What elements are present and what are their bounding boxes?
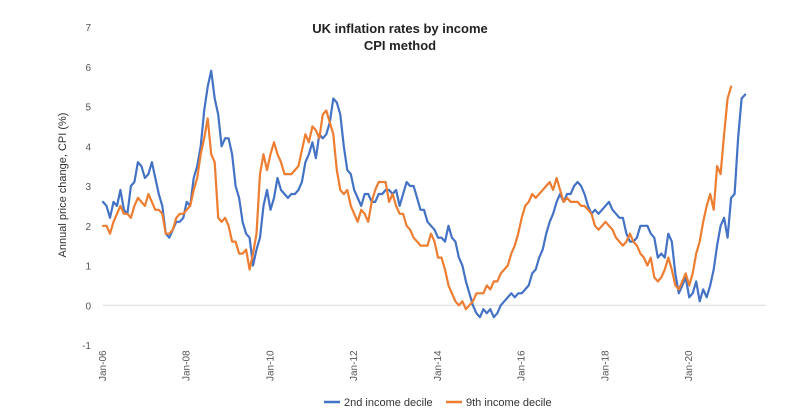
y-axis-ticks: -1 0 1 2 3 4 5 6 7 [82,23,91,352]
x-axis-ticks: Jan-06 Jan-08 Jan-10 Jan-12 Jan-14 Jan-16 Jan-… [98,350,695,381]
y-axis-label: Annual price change, CPI (%) [57,113,69,258]
x-tick-label: Jan-06 [98,350,109,381]
chart-title: UK inflation rates by income [312,21,488,36]
y-tick-label: 5 [85,103,91,114]
chart-subtitle: CPI method [364,38,436,53]
y-tick-label: -1 [82,341,91,352]
x-tick-label: Jan-08 [182,350,193,381]
x-tick-label: Jan-14 [433,350,444,381]
series-line-2 [101,85,733,311]
legend-label-1: 2nd income decile [344,397,433,409]
x-tick-label: Jan-10 [265,350,276,381]
y-tick-label: 4 [85,142,91,153]
series-line-1 [101,69,747,319]
y-tick-label: 2 [85,222,91,233]
x-tick-label: Jan-12 [349,350,360,381]
x-tick-label: Jan-16 [517,350,528,381]
x-tick-label: Jan-20 [684,350,695,381]
y-tick-label: 6 [85,63,91,74]
legend: 2nd income decile 9th income decile [324,397,552,409]
series-lines [101,69,747,319]
x-tick-label: Jan-18 [600,350,611,381]
y-tick-label: 1 [85,262,91,273]
legend-label-2: 9th income decile [466,397,552,409]
y-tick-label: 0 [85,301,91,312]
y-tick-label: 7 [85,23,91,34]
y-tick-label: 3 [85,182,91,193]
